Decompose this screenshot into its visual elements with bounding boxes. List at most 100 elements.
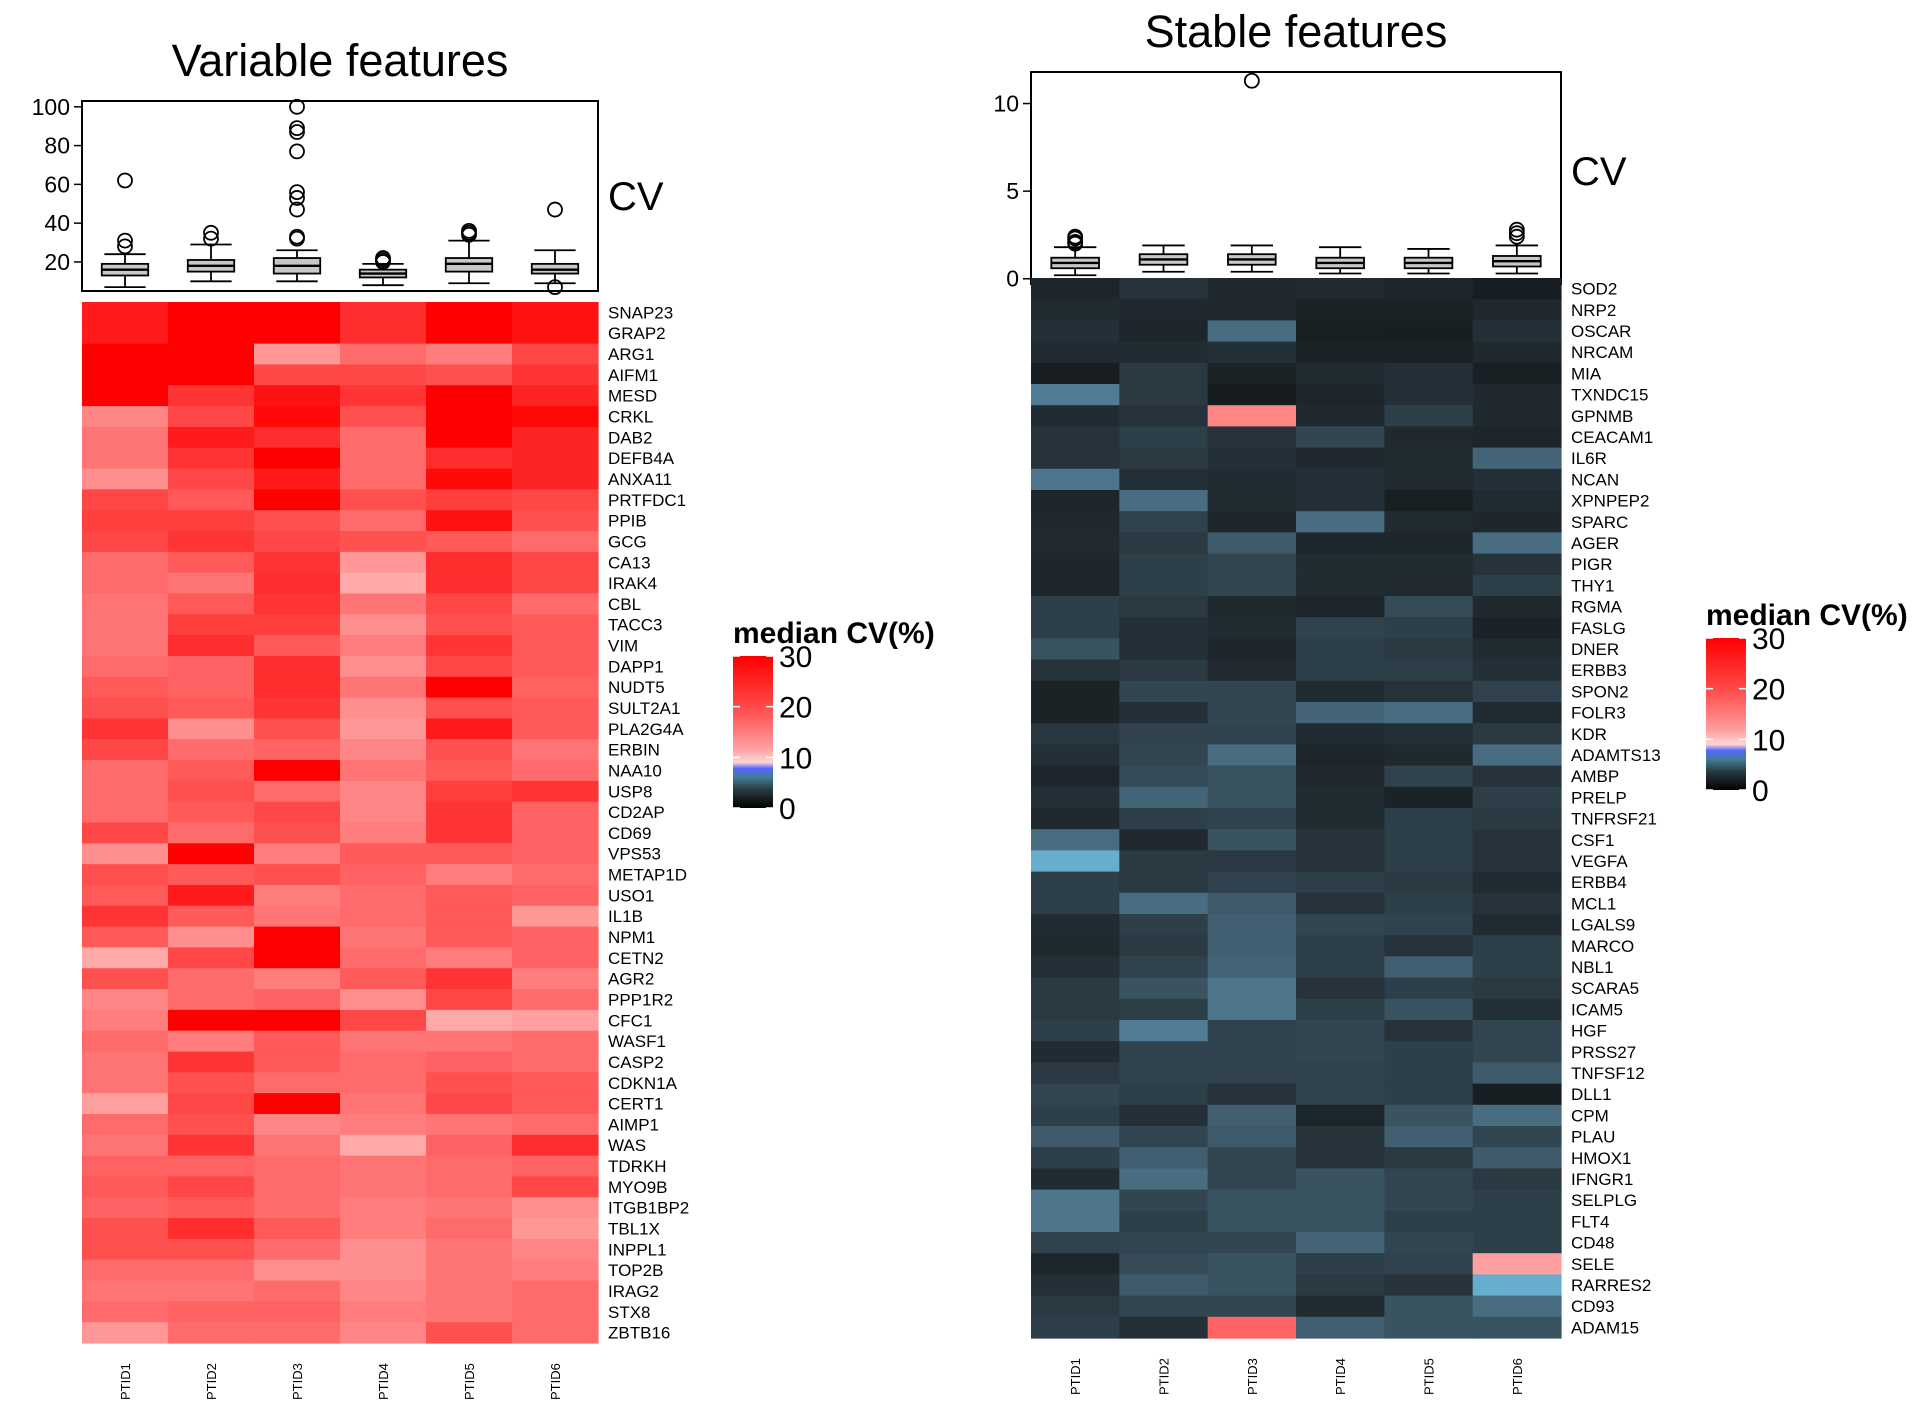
legend-title: median CV(%) [1706,599,1908,632]
heatmap-cell [1119,1083,1209,1106]
heatmap-cell [1296,299,1385,321]
column-label: PTID3 [1245,1358,1260,1395]
heatmap-cell [254,593,341,615]
heatmap-cell [1384,956,1474,979]
heatmap-cell [168,1030,255,1053]
row-label: IFNGR1 [1571,1170,1633,1189]
heatmap-cell [426,697,513,719]
heatmap-cell [1472,532,1562,555]
heatmap-cell [1207,1168,1297,1191]
heatmap-cell [1384,1189,1474,1212]
column-label: PTID3 [290,1363,305,1400]
heatmap-cell [426,510,513,532]
heatmap-cell [426,468,513,490]
column-label: PTID1 [1068,1358,1083,1395]
heatmap-cell [512,302,599,324]
outlier-point [289,124,305,140]
heatmap-cell [1119,278,1209,300]
heatmap-cell [1296,574,1385,597]
row-label: RGMA [1571,598,1623,617]
heatmap-cell [1031,680,1120,703]
outlier-point [547,201,563,218]
heatmap-cell [82,1072,169,1094]
heatmap-cell [1031,617,1120,639]
heatmap-cell [1384,850,1474,873]
heatmap-cell [1031,765,1120,788]
heatmap-cell [1384,574,1474,597]
heatmap-cell [512,1030,599,1053]
heatmap-cell [426,343,513,366]
heatmap-cell [1296,977,1385,1000]
heatmap-cell [254,343,341,366]
heatmap-cell [168,801,255,824]
heatmap-cell [82,1113,169,1136]
row-label: VEGFA [1571,852,1628,871]
heatmap-cell [254,614,341,636]
heatmap-cell [1119,532,1209,555]
heatmap-cell [1472,320,1562,343]
heatmap-cell [82,676,169,699]
heatmap-cell [1031,829,1120,851]
heatmap-cell [1207,320,1297,343]
heatmap-cell [1384,1274,1474,1297]
row-label: CRKL [608,408,653,427]
row-label: ERBIN [608,741,660,760]
panel-title: Variable features [172,35,509,86]
heatmap-cell [340,1072,427,1094]
heatmap-cell [168,302,255,324]
heatmap-cell [1119,447,1209,470]
row-label: MCL1 [1571,894,1616,913]
heatmap-cell [168,1322,255,1344]
row-label: IRAG2 [608,1282,659,1301]
heatmap-cell [1384,829,1474,851]
heatmap-cell [426,1301,513,1323]
row-label: NPM1 [608,928,655,947]
heatmap-cell [1031,956,1120,979]
heatmap-cell [1031,426,1120,449]
y-tick-label: 40 [44,210,70,236]
heatmap-cell [1119,956,1209,979]
heatmap-cell [1119,638,1209,661]
heatmap-cell [1207,532,1297,555]
heatmap-cell [512,739,599,761]
row-label: TACC3 [608,616,662,635]
heatmap-cell [1384,1041,1474,1063]
heatmap-cell [426,968,513,990]
heatmap-cell [254,739,341,761]
heatmap-cell [254,780,341,803]
heatmap-cell [168,364,255,386]
heatmap-cell [1296,871,1385,894]
heatmap-cell [512,884,599,907]
heatmap-cell [1207,808,1297,830]
heatmap-cell [82,1218,169,1240]
heatmap-cell [340,905,427,928]
heatmap-cell [168,447,255,470]
heatmap-cell [1384,341,1474,364]
row-label: OSCAR [1571,322,1631,341]
heatmap-cell [340,989,427,1011]
row-label: SULT2A1 [608,699,680,718]
heatmap-cell [1119,765,1209,788]
row-label: NAA10 [608,761,662,780]
heatmap-cell [254,822,341,844]
heatmap-cell [512,655,599,678]
heatmap-cell [168,905,255,928]
heatmap-cell [168,676,255,699]
heatmap-cell [1119,490,1209,512]
heatmap-cell [1296,617,1385,639]
heatmap-cell [1472,829,1562,851]
heatmap-cell [168,843,255,865]
heatmap-cell [512,822,599,844]
heatmap-cell [1207,362,1297,385]
heatmap-cell [1472,723,1562,745]
heatmap-cell [1031,405,1120,427]
y-tick-label: 60 [44,171,70,197]
heatmap-cell [254,551,341,574]
heatmap-cell [340,864,427,886]
outlier-point [117,238,133,255]
heatmap-cell [1119,935,1209,957]
heatmap-cell [340,406,427,428]
heatmap-cell [1296,1232,1385,1254]
row-label: GPNMB [1571,407,1633,426]
heatmap-cell [1207,935,1297,957]
